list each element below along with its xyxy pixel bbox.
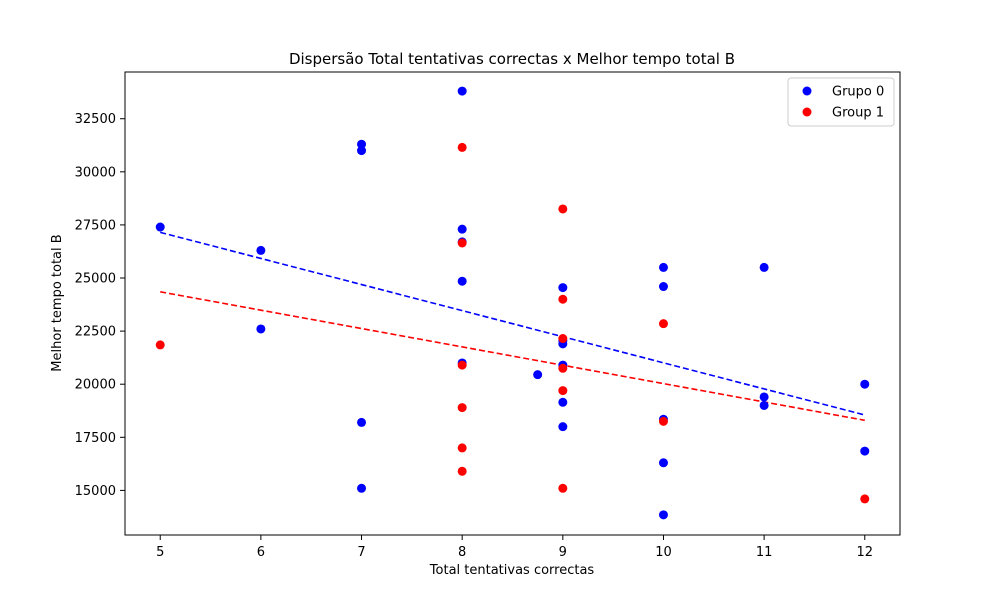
data-point-series-1 bbox=[860, 494, 870, 504]
data-point-series-0 bbox=[860, 446, 870, 456]
data-point-series-0 bbox=[533, 370, 543, 380]
data-point-series-0 bbox=[860, 379, 870, 389]
data-point-series-1 bbox=[457, 403, 467, 413]
data-point-series-1 bbox=[558, 386, 568, 396]
y-tick-label: 22500 bbox=[75, 325, 116, 340]
legend-marker bbox=[802, 86, 812, 96]
legend-label: Group 1 bbox=[832, 106, 884, 121]
legend: Grupo 0 Group 1 bbox=[787, 77, 895, 127]
data-point-series-0 bbox=[357, 139, 367, 149]
data-point-series-1 bbox=[457, 443, 467, 453]
x-tick-label: 5 bbox=[156, 545, 164, 560]
x-tick-label: 6 bbox=[257, 545, 265, 560]
y-tick-label: 25000 bbox=[75, 272, 116, 287]
data-point-series-1 bbox=[558, 204, 568, 214]
y-tick-label: 20000 bbox=[75, 378, 116, 393]
data-point-series-0 bbox=[558, 397, 568, 407]
data-point-series-0 bbox=[759, 400, 769, 410]
data-point-series-0 bbox=[457, 224, 467, 234]
data-point-series-1 bbox=[457, 142, 467, 152]
x-axis: 5 6 7 8 9 10 11 12 bbox=[156, 535, 873, 560]
data-point-series-1 bbox=[457, 466, 467, 476]
data-point-series-1 bbox=[658, 319, 668, 329]
y-tick-label: 17500 bbox=[75, 431, 116, 446]
data-point-series-0 bbox=[558, 422, 568, 432]
data-points bbox=[155, 86, 870, 520]
data-point-series-0 bbox=[357, 146, 367, 156]
y-tick-label: 30000 bbox=[75, 165, 116, 180]
x-tick-label: 12 bbox=[856, 545, 873, 560]
data-point-series-0 bbox=[759, 262, 769, 272]
data-point-series-0 bbox=[658, 262, 668, 272]
x-tick-label: 8 bbox=[458, 545, 466, 560]
data-point-series-1 bbox=[155, 340, 165, 350]
x-tick-label: 11 bbox=[756, 545, 773, 560]
data-point-series-0 bbox=[759, 392, 769, 402]
x-tick-label: 9 bbox=[559, 545, 567, 560]
data-point-series-1 bbox=[558, 294, 568, 304]
trend-line-series-0 bbox=[160, 231, 865, 416]
data-point-series-0 bbox=[658, 510, 668, 520]
data-point-series-1 bbox=[558, 483, 568, 493]
data-point-series-0 bbox=[357, 417, 367, 427]
data-point-series-0 bbox=[256, 245, 266, 255]
data-point-series-0 bbox=[155, 222, 165, 232]
x-tick-label: 10 bbox=[655, 545, 672, 560]
plot-frame bbox=[124, 71, 901, 536]
data-point-series-0 bbox=[457, 276, 467, 286]
trend-line-series-1 bbox=[160, 291, 865, 422]
data-point-series-0 bbox=[357, 483, 367, 493]
data-point-series-0 bbox=[658, 458, 668, 468]
legend-marker bbox=[802, 107, 812, 117]
y-tick-label: 15000 bbox=[75, 484, 116, 499]
data-point-series-0 bbox=[558, 283, 568, 293]
data-point-series-1 bbox=[558, 334, 568, 344]
y-tick-label: 32500 bbox=[75, 112, 116, 127]
chart-title: Dispersão Total tentativas correctas x M… bbox=[289, 50, 735, 68]
y-tick-label: 27500 bbox=[75, 218, 116, 233]
data-point-series-1 bbox=[457, 360, 467, 370]
x-axis-label: Total tentativas correctas bbox=[429, 563, 595, 578]
x-tick-label: 7 bbox=[357, 545, 365, 560]
data-point-series-0 bbox=[457, 86, 467, 96]
trend-lines bbox=[160, 231, 865, 422]
data-point-series-0 bbox=[658, 282, 668, 292]
y-axis-label: Melhor tempo total B bbox=[50, 234, 65, 371]
data-point-series-0 bbox=[256, 324, 266, 334]
legend-label: Grupo 0 bbox=[832, 85, 884, 100]
data-point-series-1 bbox=[558, 363, 568, 373]
data-point-series-1 bbox=[457, 238, 467, 248]
y-axis: 15000 17500 20000 22500 25000 27500 30000 32500 bbox=[75, 112, 125, 499]
data-point-series-1 bbox=[658, 416, 668, 426]
legend-box bbox=[787, 77, 895, 127]
